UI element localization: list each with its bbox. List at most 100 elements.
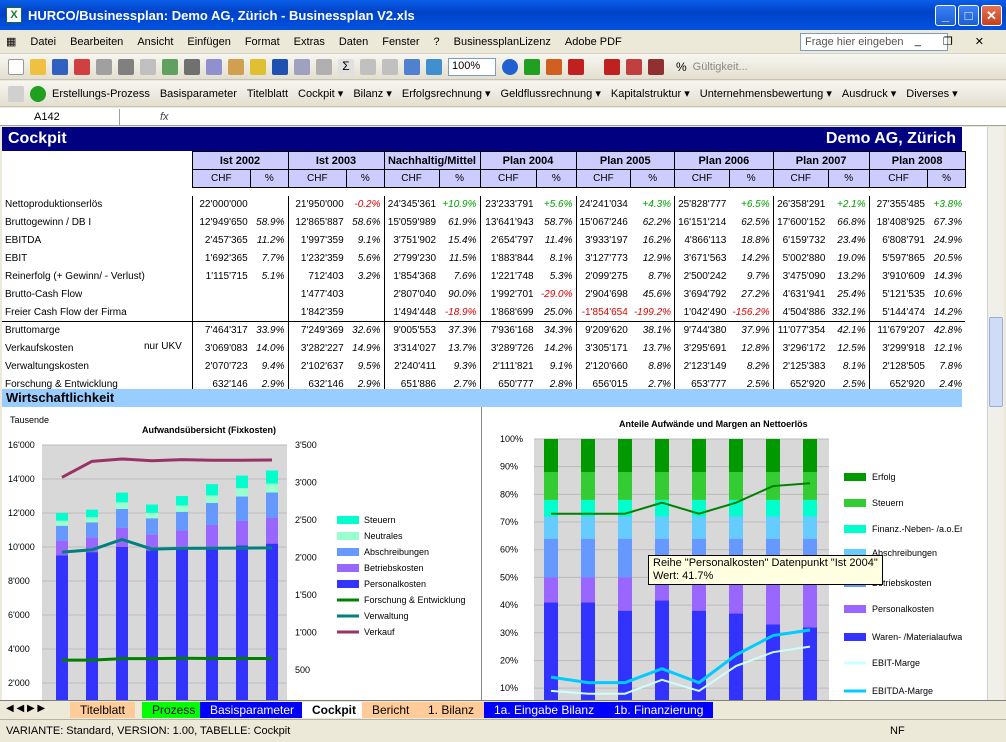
table-cell[interactable]: 2'500'242 bbox=[674, 267, 730, 286]
menu-adobe-pdf[interactable]: Adobe PDF bbox=[564, 35, 622, 48]
table-cell[interactable]: 12.8% bbox=[741, 343, 770, 354]
table-cell[interactable] bbox=[191, 285, 251, 304]
table-cell[interactable]: 5.3% bbox=[549, 271, 573, 282]
table-cell[interactable]: 62.5% bbox=[741, 217, 770, 228]
table-cell[interactable]: 3'305'171 bbox=[575, 339, 631, 358]
table-cell[interactable]: 8.1% bbox=[842, 361, 866, 372]
pdf-icon[interactable] bbox=[568, 58, 584, 75]
worksheet[interactable]: Cockpit Demo AG, Zürich Ist 2002 Ist 2003… bbox=[2, 127, 987, 700]
save-icon[interactable] bbox=[52, 58, 68, 75]
table-cell[interactable]: 1'042'490 bbox=[674, 303, 730, 322]
table-cell[interactable]: 1'232'359 bbox=[287, 249, 347, 268]
table-cell[interactable]: 1'842'359 bbox=[287, 303, 347, 322]
chart-wizard-icon[interactable] bbox=[404, 58, 420, 75]
help-icon[interactable] bbox=[502, 58, 518, 75]
table-cell[interactable]: 8.7% bbox=[648, 271, 672, 282]
table-cell[interactable]: 2'457'365 bbox=[191, 231, 251, 250]
tb-kapitalstruktur[interactable]: Kapitalstruktur ▾ bbox=[610, 88, 690, 100]
table-cell[interactable]: 67.3% bbox=[933, 217, 963, 228]
table-cell[interactable]: 1'997'359 bbox=[287, 231, 347, 250]
doc-restore-icon[interactable]: ❐ bbox=[942, 36, 953, 48]
table-cell[interactable]: 3'933'197 bbox=[575, 231, 631, 250]
table-cell[interactable]: 33.9% bbox=[250, 321, 288, 340]
tb-titelblatt[interactable]: Titelblatt bbox=[246, 87, 289, 100]
table-cell[interactable] bbox=[251, 286, 288, 304]
hyperlink-icon[interactable] bbox=[316, 58, 332, 75]
table-cell[interactable]: 11.4% bbox=[544, 235, 573, 246]
scroll-thumb[interactable] bbox=[989, 317, 1003, 407]
table-cell[interactable]: 34.3% bbox=[536, 321, 576, 340]
table-cell[interactable]: 11'679'207 bbox=[868, 321, 928, 340]
pdf-review-icon[interactable] bbox=[648, 58, 664, 75]
table-cell[interactable]: 21'950'000 bbox=[287, 195, 347, 214]
table-cell[interactable]: 26'358'291 bbox=[772, 195, 829, 214]
table-cell[interactable]: 7'249'369 bbox=[287, 321, 347, 340]
table-cell[interactable]: +3.8% bbox=[933, 199, 963, 210]
cut-icon[interactable] bbox=[184, 58, 200, 75]
close-button[interactable]: ✕ bbox=[981, 5, 1002, 26]
tab-cockpit[interactable]: Cockpit bbox=[302, 702, 367, 718]
table-cell[interactable]: 9.7% bbox=[746, 271, 770, 282]
autosum-icon[interactable]: Σ bbox=[338, 58, 354, 75]
sort-asc-icon[interactable] bbox=[360, 58, 376, 75]
table-cell[interactable]: 10.6% bbox=[933, 289, 963, 300]
table-cell[interactable]: 5.6% bbox=[357, 253, 381, 264]
new-icon[interactable] bbox=[8, 58, 24, 75]
table-cell[interactable]: 45.6% bbox=[642, 289, 672, 300]
table-cell[interactable]: 1'692'365 bbox=[191, 249, 251, 268]
table-cell[interactable]: 14.2% bbox=[933, 306, 963, 318]
tb-erfolgsrechnung[interactable]: Erfolgsrechnung ▾ bbox=[401, 88, 491, 100]
table-cell[interactable]: 3'127'773 bbox=[575, 249, 631, 268]
tb-basisparameter[interactable]: Basisparameter bbox=[159, 87, 237, 100]
table-cell[interactable]: 2.9% bbox=[357, 379, 381, 390]
doc-close-icon[interactable]: ✕ bbox=[974, 36, 984, 48]
menu-datei[interactable]: Datei bbox=[30, 35, 57, 48]
table-cell[interactable]: 9.5% bbox=[357, 361, 381, 372]
table-cell[interactable]: +4.3% bbox=[642, 199, 672, 210]
table-cell[interactable]: 58.9% bbox=[256, 217, 285, 228]
copy-icon[interactable] bbox=[206, 58, 222, 75]
tab-finanzierung[interactable]: 1b. Finanzierung bbox=[604, 702, 714, 718]
table-cell[interactable]: 8.2% bbox=[746, 361, 770, 372]
table-cell[interactable]: 22'000'000 bbox=[191, 195, 251, 214]
table-cell[interactable]: 7.7% bbox=[261, 253, 285, 264]
settings-icon[interactable] bbox=[8, 85, 24, 102]
menu-format[interactable]: Format bbox=[244, 35, 280, 48]
table-cell[interactable]: 13'641'943 bbox=[479, 213, 537, 232]
table-cell[interactable]: 9.4% bbox=[261, 361, 285, 372]
table-cell[interactable] bbox=[251, 196, 288, 214]
validation-label[interactable]: Gültigkeit... bbox=[692, 60, 748, 73]
table-cell[interactable]: 712'403 bbox=[287, 267, 347, 286]
table-cell[interactable]: 12'949'650 bbox=[191, 213, 251, 232]
table-cell[interactable]: 9'209'620 bbox=[575, 321, 631, 340]
table-cell[interactable]: 1'992'701 bbox=[479, 285, 537, 304]
table-cell[interactable]: 90.0% bbox=[448, 289, 477, 300]
paste-icon[interactable] bbox=[228, 58, 244, 75]
table-cell[interactable]: 3'299'918 bbox=[868, 339, 928, 358]
table-cell[interactable]: 27.2% bbox=[741, 289, 770, 300]
table-cell[interactable] bbox=[251, 304, 288, 322]
table-cell[interactable]: 42.1% bbox=[828, 321, 870, 340]
table-cell[interactable] bbox=[191, 303, 251, 322]
table-cell[interactable]: 13.7% bbox=[642, 343, 672, 354]
table-cell[interactable]: 25'828'777 bbox=[674, 195, 730, 214]
tb-unternehmensbewertung[interactable]: Unternehmensbewertung ▾ bbox=[699, 88, 832, 100]
table-cell[interactable]: 38.1% bbox=[630, 321, 675, 340]
research-icon[interactable] bbox=[546, 58, 562, 75]
table-cell[interactable]: 2.9% bbox=[261, 379, 285, 390]
table-cell[interactable]: 2'654'797 bbox=[479, 231, 537, 250]
table-cell[interactable]: 2.7% bbox=[453, 379, 477, 390]
table-cell[interactable]: 2'102'637 bbox=[287, 357, 347, 376]
table-cell[interactable]: 2.4% bbox=[939, 379, 963, 390]
table-cell[interactable]: 2.7% bbox=[648, 379, 672, 390]
table-cell[interactable]: 1'494'448 bbox=[383, 303, 440, 322]
table-cell[interactable]: 18'408'925 bbox=[868, 213, 928, 232]
table-cell[interactable]: 37.3% bbox=[439, 321, 480, 340]
vertical-scrollbar[interactable] bbox=[987, 127, 1004, 700]
minimize-button[interactable]: _ bbox=[935, 5, 956, 26]
table-cell[interactable]: 6'808'791 bbox=[868, 231, 928, 250]
table-cell[interactable]: 3'694'792 bbox=[674, 285, 730, 304]
table-cell[interactable]: 332.1% bbox=[831, 306, 866, 318]
table-cell[interactable]: 17'600'152 bbox=[772, 213, 829, 232]
tab-titelblatt[interactable]: Titelblatt bbox=[70, 702, 135, 718]
